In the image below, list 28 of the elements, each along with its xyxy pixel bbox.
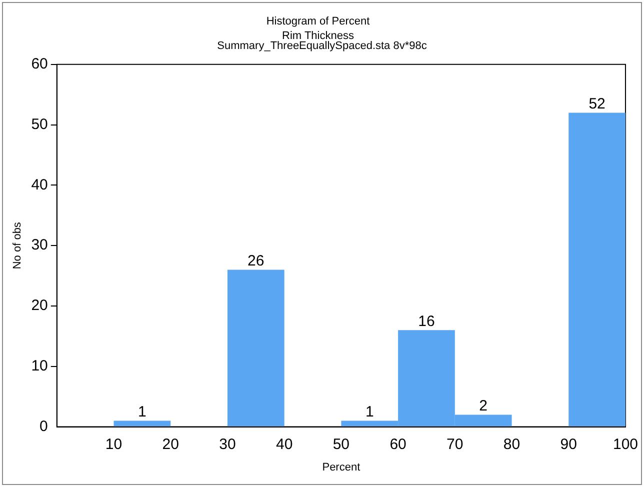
x-tick-label: 60 [390, 436, 406, 453]
x-tick-label: 20 [162, 436, 179, 453]
y-tick-label: 10 [31, 358, 48, 375]
x-tick-label: 10 [105, 436, 122, 453]
x-tick-label: 30 [219, 436, 236, 453]
data-label: 1 [138, 403, 146, 420]
x-tick-label: 90 [560, 436, 577, 453]
text: Summary_ThreeEquallySpaced.sta 8v*98c [217, 40, 428, 52]
chart-title: Histogram of Percent [266, 16, 370, 28]
chart-subtitle: Rim Thickness [282, 30, 354, 42]
y-tick-label: 40 [31, 176, 48, 194]
y-tick-label: 60 [31, 56, 48, 73]
x-tick-label: 50 [332, 436, 350, 453]
y-tick-label: 0 [40, 418, 48, 435]
data-label: 26 [248, 252, 264, 270]
data-label: 2 [479, 397, 488, 414]
data-label: 52 [588, 95, 606, 112]
data-label: 1 [365, 403, 374, 420]
x-tick-label: 80 [503, 436, 520, 453]
data-label: 16 [418, 312, 435, 330]
x-tick-label: 40 [276, 436, 293, 453]
y-tick-label: 30 [31, 236, 48, 254]
y-tick-label: 20 [31, 297, 48, 314]
y-axis-title: No of obs [12, 222, 24, 270]
x-tick-label: 70 [446, 436, 464, 453]
y-tick-label: 50 [31, 116, 48, 133]
x-axis-title: Percent [322, 461, 360, 474]
x-tick-label: 100 [612, 436, 638, 453]
